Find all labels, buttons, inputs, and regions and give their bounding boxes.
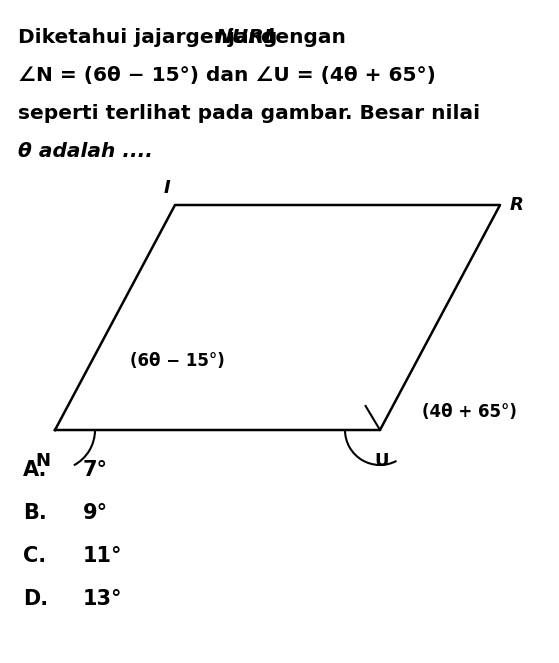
Text: B.: B. [23,503,47,523]
Text: R: R [510,196,524,214]
Text: NURI: NURI [216,28,272,47]
Text: ∠N = (6θ − 15°) dan ∠U = (4θ + 65°): ∠N = (6θ − 15°) dan ∠U = (4θ + 65°) [18,66,436,85]
Text: C.: C. [23,546,46,566]
Text: θ adalah ....: θ adalah .... [18,142,153,161]
Text: (4θ + 65°): (4θ + 65°) [422,403,517,421]
Text: dengan: dengan [254,28,346,47]
Text: 11°: 11° [83,546,122,566]
Text: A.: A. [23,460,48,480]
Text: 13°: 13° [83,589,122,609]
Text: (6θ − 15°): (6θ − 15°) [130,352,225,370]
Text: U: U [375,452,389,470]
Text: D.: D. [23,589,48,609]
Text: I: I [163,179,170,197]
Text: 7°: 7° [83,460,108,480]
Text: 9°: 9° [83,503,108,523]
Text: Diketahui jajargenjang: Diketahui jajargenjang [18,28,285,47]
Text: N: N [35,452,50,470]
Text: seperti terlihat pada gambar. Besar nilai: seperti terlihat pada gambar. Besar nila… [18,104,480,123]
